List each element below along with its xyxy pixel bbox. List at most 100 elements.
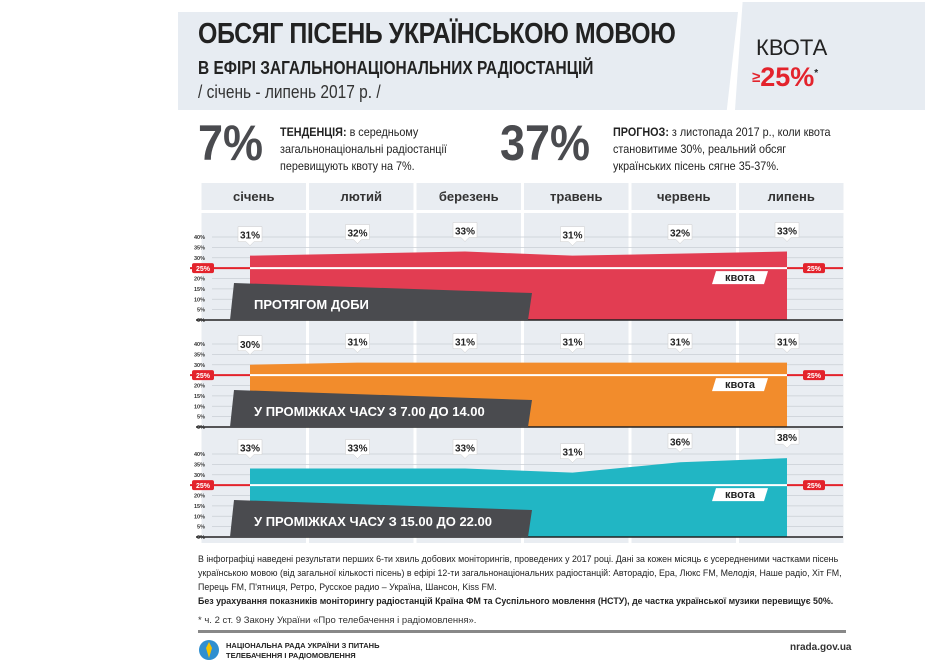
quota-tag-right-bg (803, 480, 825, 491)
quota-footnote-mark: * (814, 68, 819, 79)
data-label-bubble (560, 333, 585, 354)
org-line-1: НАЦІОНАЛЬНА РАДА УКРАЇНИ З ПИТАНЬ (226, 641, 380, 650)
data-label-bubble (345, 333, 370, 354)
data-label-bubble (667, 433, 693, 453)
footer-divider (198, 630, 846, 633)
y-tick-label: 5% (197, 525, 205, 531)
data-label-bubble (345, 439, 370, 459)
y-tick-label: 15% (194, 394, 205, 400)
y-tick-label: 20% (194, 494, 205, 500)
nrada-logo-icon (199, 640, 219, 660)
y-tick-label: 20% (194, 384, 205, 390)
y-tick-label: 30% (194, 256, 205, 262)
org-line-2: ТЕЛЕБАЧЕННЯ І РАДІОМОВЛЕННЯ (226, 651, 356, 660)
quota-tag-left-bg (192, 480, 214, 491)
stat-forecast-value: 37% (500, 115, 591, 171)
panel-title-banner (230, 283, 532, 320)
y-tick-label: 15% (194, 504, 205, 510)
stat-trend-value: 7% (198, 115, 264, 171)
quota-label-bg (712, 271, 768, 285)
data-label: 31% (562, 338, 582, 349)
y-tick-label: 10% (194, 514, 205, 520)
y-tick-label: 5% (197, 415, 205, 421)
y-tick-label: 40% (194, 342, 205, 348)
month-label: липень (768, 189, 815, 204)
footer-bold-note: Без урахування показників моніторингу ра… (198, 596, 834, 607)
quota-box (735, 2, 925, 110)
month-label: травень (550, 189, 602, 204)
header-separator (200, 210, 845, 213)
y-tick-label: 30% (194, 363, 205, 369)
quota-label: квота (725, 379, 756, 391)
data-label: 31% (455, 338, 475, 349)
y-tick-label: 35% (194, 245, 205, 251)
quota-label: квота (725, 272, 756, 284)
data-label-bubble (667, 333, 693, 354)
data-label: 30% (240, 340, 260, 351)
stat-forecast-text: з листопада 2017 р., коли квота становит… (613, 125, 831, 173)
y-tick-label: 5% (197, 308, 205, 314)
y-tick-label: 40% (194, 452, 205, 458)
quota-label: квота (725, 489, 756, 501)
data-label-bubble (237, 335, 263, 356)
data-label: 33% (455, 444, 475, 455)
data-label: 32% (670, 229, 690, 240)
quota-value: ≥25%* (752, 62, 818, 93)
quota-label-bg (712, 488, 768, 502)
data-label: 31% (670, 338, 690, 349)
quota-tag-left-bg (192, 370, 214, 381)
data-label: 31% (777, 338, 797, 349)
data-label: 31% (240, 231, 260, 242)
month-label: лютий (341, 189, 382, 204)
quota-tag-right: 25% (807, 373, 822, 380)
quota-number: 25% (760, 62, 815, 92)
month-label: червень (657, 189, 711, 204)
website-link[interactable]: nrada.gov.ua (790, 642, 852, 653)
data-label-bubble (452, 222, 478, 242)
y-tick-label: 15% (194, 287, 205, 293)
stat-forecast-note: ПРОГНОЗ: з листопада 2017 р., коли квота… (613, 124, 838, 175)
y-tick-label: 20% (194, 277, 205, 283)
data-label: 31% (562, 448, 582, 459)
data-label-bubble (452, 439, 478, 459)
quota-tag-right: 25% (807, 483, 822, 490)
data-label: 36% (670, 437, 690, 448)
month-label: січень (233, 189, 274, 204)
data-label: 33% (240, 444, 260, 455)
y-tick-label: 0% (197, 425, 205, 431)
data-label-bubble (560, 443, 585, 464)
y-tick-label: 10% (194, 404, 205, 410)
y-tick-label: 35% (194, 462, 205, 468)
y-tick-label: 30% (194, 473, 205, 479)
footer-note-text: В інфографіці наведені результати перших… (198, 554, 842, 593)
quota-tag-right-bg (803, 370, 825, 381)
y-tick-label: 40% (194, 235, 205, 241)
stat-forecast-label: ПРОГНОЗ: (613, 125, 669, 139)
quota-tag-left: 25% (196, 266, 211, 273)
page-subtitle: В ЕФІРІ ЗАГАЛЬНОНАЦІОНАЛЬНИХ РАДІОСТАНЦІ… (198, 58, 594, 78)
header-banner (178, 12, 738, 110)
data-label-bubble (237, 226, 263, 247)
data-label-bubble (774, 222, 800, 242)
y-tick-label: 0% (197, 318, 205, 324)
data-label-bubble (774, 333, 800, 354)
data-label: 32% (347, 229, 367, 240)
footnote: * ч. 2 ст. 9 Закону України «Про телебач… (198, 615, 477, 626)
panel-title-banner (230, 390, 532, 427)
quota-label: КВОТА (756, 35, 828, 60)
data-label: 33% (455, 227, 475, 238)
quota-sign: ≥ (752, 69, 761, 86)
data-label-bubble (345, 224, 370, 244)
organization-name: НАЦІОНАЛЬНА РАДА УКРАЇНИ З ПИТАНЬ ТЕЛЕБАЧ… (226, 641, 379, 661)
y-tick-label: 0% (197, 535, 205, 541)
quota-label-bg (712, 378, 768, 392)
panel-title: У ПРОМІЖКАХ ЧАСУ З 15.00 ДО 22.00 (254, 514, 492, 529)
panel-title-banner (230, 500, 532, 537)
footer-note: В інфографіці наведені результати перших… (198, 553, 849, 609)
quota-tag-left: 25% (196, 483, 211, 490)
panel-title: ПРОТЯГОМ ДОБИ (254, 297, 369, 312)
quota-tag-right: 25% (807, 266, 822, 273)
stat-trend-note: ТЕНДЕНЦІЯ: в середньому загальнонаціонал… (280, 124, 514, 175)
